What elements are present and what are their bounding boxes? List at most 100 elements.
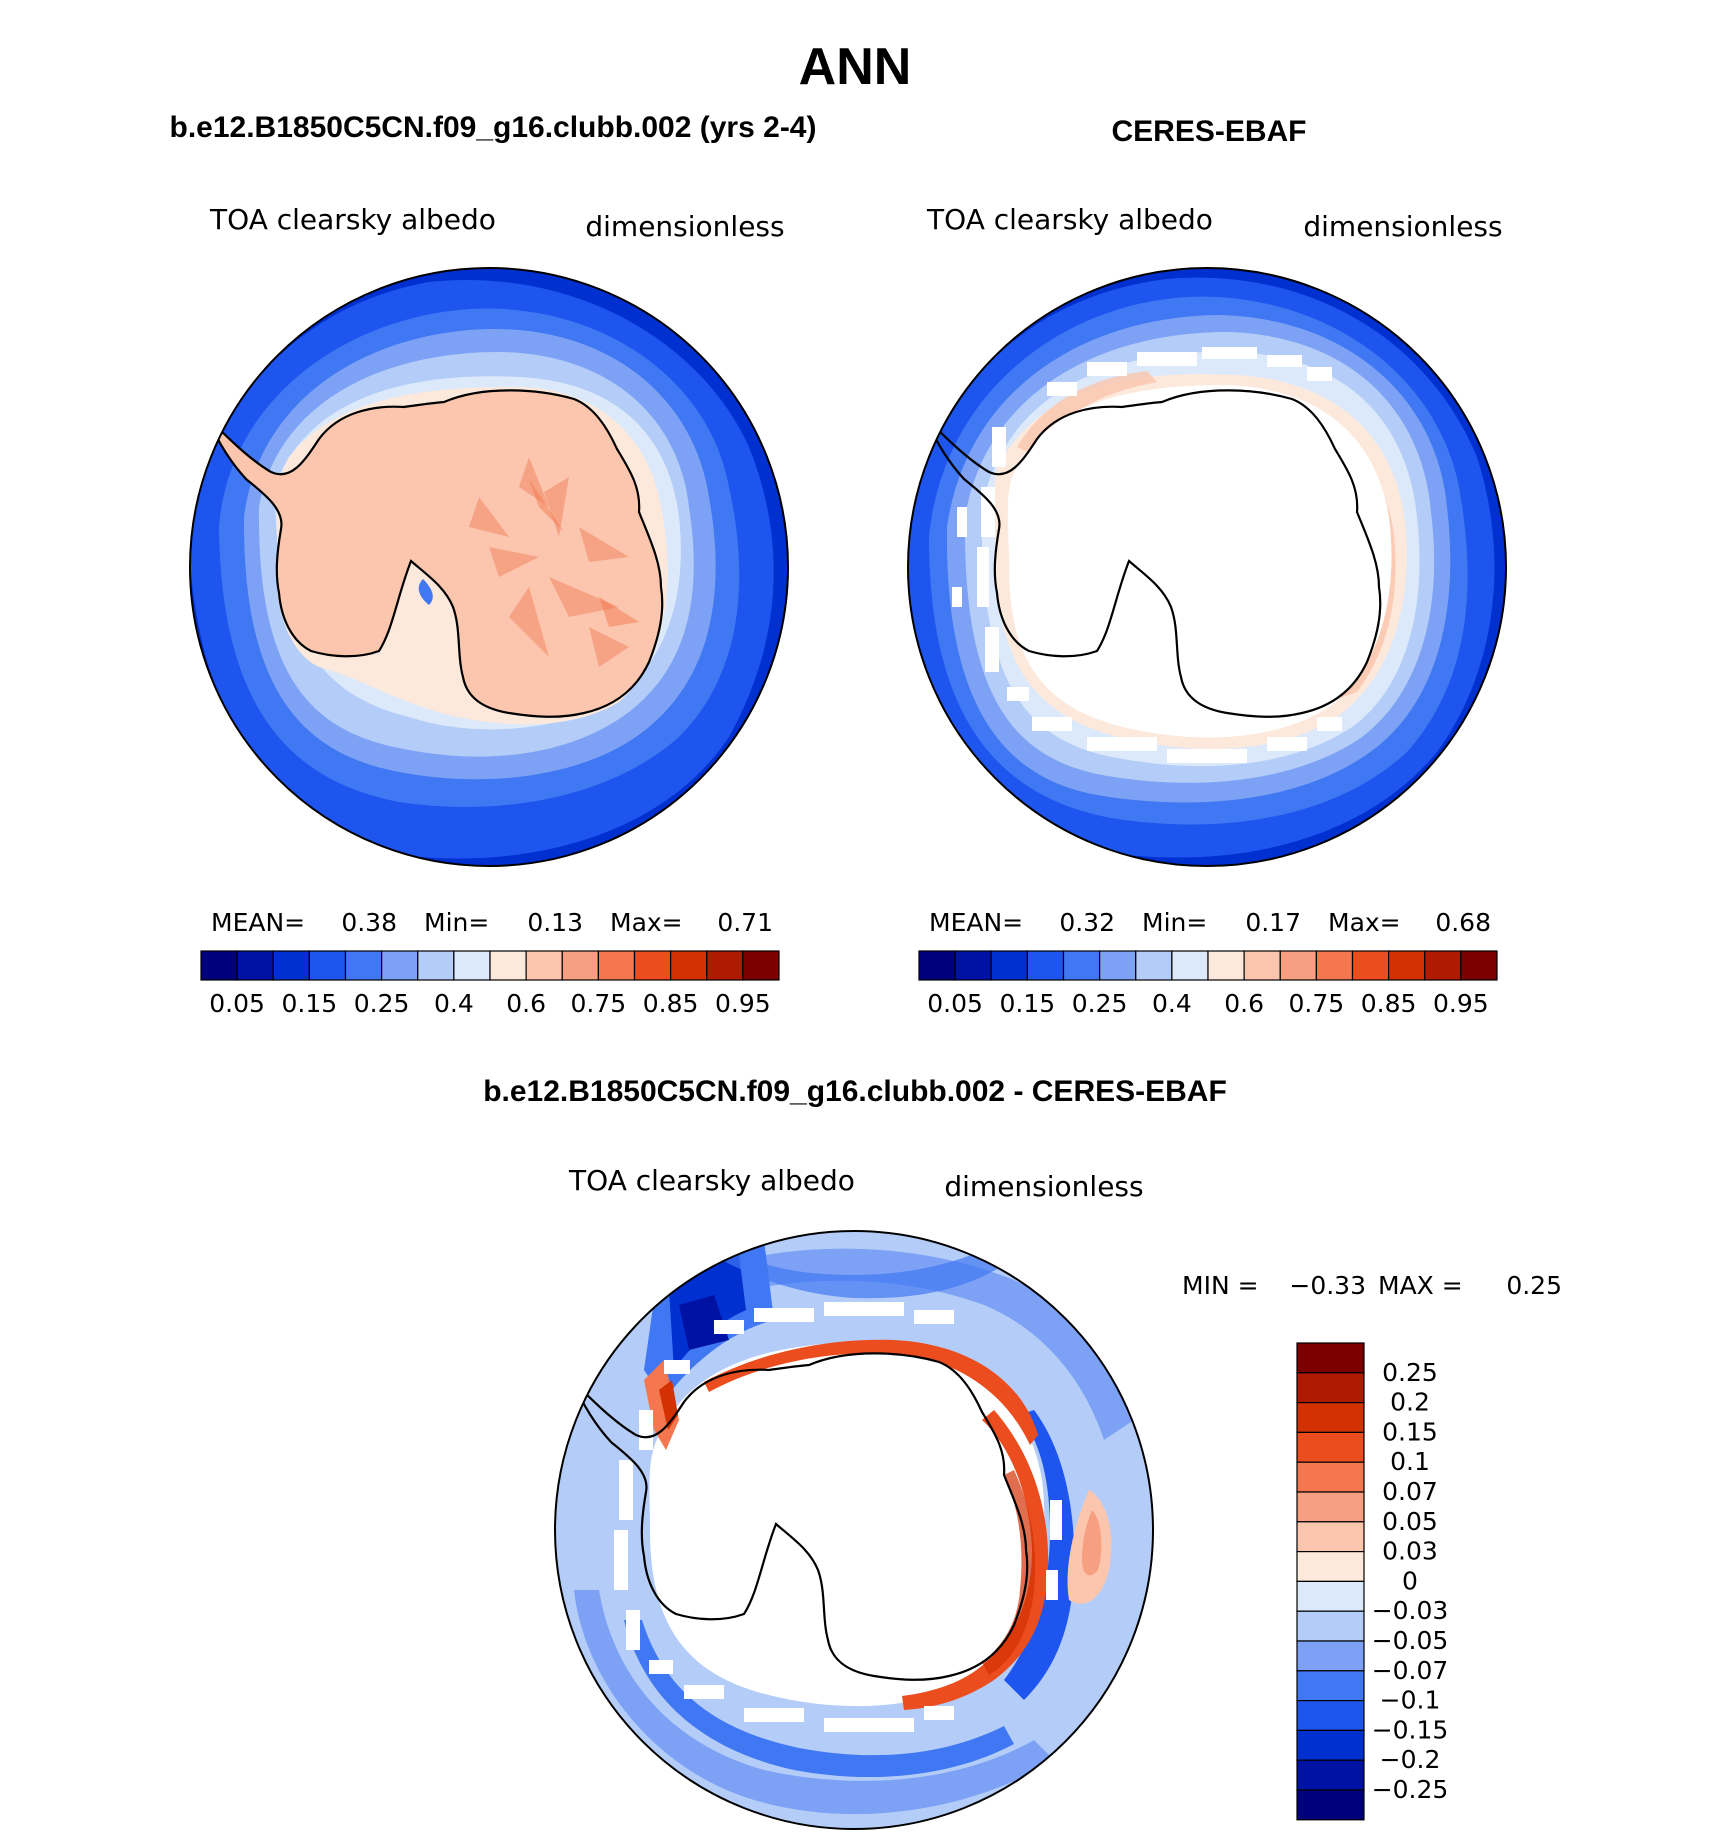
diff-colorbar-swatch — [1296, 1729, 1365, 1761]
model-colorbar-swatch — [706, 950, 744, 981]
diff-colorbar-tick-label: −0.15 — [1372, 1715, 1449, 1744]
diff-colorbar-swatch — [1296, 1550, 1365, 1582]
obs-colorbar-tick-label: 0.85 — [1361, 989, 1417, 1018]
model-colorbar-swatch — [200, 950, 238, 981]
diff-colorbar-swatch — [1296, 1401, 1365, 1433]
diff-colorbar-tick-label: 0.25 — [1382, 1358, 1438, 1387]
obs-colorbar-swatch — [1207, 950, 1245, 981]
diff-min-value: −0.33 — [1289, 1271, 1366, 1300]
obs-colorbar-swatch — [1135, 950, 1173, 981]
obs-max-label: Max= — [1328, 908, 1401, 937]
obs-units-label: dimensionless — [1303, 210, 1502, 243]
diff-colorbar-tick-label: 0.2 — [1390, 1388, 1430, 1417]
diff-colorbar-tick-label: −0.1 — [1380, 1686, 1441, 1715]
obs-colorbar-swatch — [954, 950, 992, 981]
diff-colorbar-swatch — [1296, 1670, 1365, 1702]
model-polar-map — [189, 267, 789, 867]
diff-polar-map — [554, 1230, 1154, 1830]
model-colorbar-tick-label: 0.6 — [506, 989, 546, 1018]
model-colorbar-swatch — [597, 950, 636, 981]
diff-colorbar: 0.250.20.150.10.070.050.030−0.03−0.05−0.… — [1296, 1342, 1449, 1821]
model-max-value: 0.71 — [717, 908, 773, 937]
obs-colorbar-tick-label: 0.95 — [1433, 989, 1489, 1018]
obs-max-value: 0.68 — [1435, 908, 1491, 937]
obs-colorbar-tick-label: 0.4 — [1152, 989, 1192, 1018]
diff-colorbar-swatch — [1296, 1372, 1365, 1404]
model-colorbar-swatch — [272, 950, 310, 981]
diff-colorbar-tick-label: −0.07 — [1372, 1656, 1449, 1685]
model-colorbar-swatch — [742, 950, 780, 981]
obs-colorbar-tick-label: 0.15 — [1000, 989, 1056, 1018]
diff-colorbar-tick-label: −0.03 — [1372, 1596, 1449, 1625]
obs-variable-label: TOA clearsky albedo — [926, 203, 1213, 236]
diff-colorbar-tick-label: 0 — [1402, 1566, 1418, 1595]
obs-min-label: Min= — [1142, 908, 1207, 937]
diff-colorbar-tick-label: 0.03 — [1382, 1537, 1438, 1566]
diff-colorbar-tick-label: −0.05 — [1372, 1626, 1449, 1655]
model-colorbar-tick-label: 0.75 — [571, 989, 627, 1018]
model-colorbar-swatch — [236, 950, 274, 981]
model-colorbar-swatch — [453, 950, 491, 981]
diff-panel: b.e12.B1850C5CN.f09_g16.clubb.002 - CERE… — [483, 1075, 1562, 1830]
obs-stats: MEAN= 0.32 Min= 0.17 Max= 0.68 — [929, 908, 1491, 937]
obs-colorbar-tick-label: 0.05 — [927, 989, 983, 1018]
diff-colorbar-swatch — [1296, 1521, 1365, 1553]
model-stats: MEAN= 0.38 Min= 0.13 Max= 0.71 — [211, 908, 773, 937]
obs-colorbar-swatch — [1243, 950, 1281, 981]
model-colorbar-tick-label: 0.25 — [354, 989, 410, 1018]
model-colorbar-swatch — [633, 950, 672, 981]
diff-min-label: MIN = — [1182, 1271, 1259, 1300]
obs-panel-title: CERES-EBAF — [1111, 115, 1306, 148]
obs-mean-label: MEAN= — [929, 908, 1023, 937]
obs-colorbar-swatch — [1351, 950, 1390, 981]
model-colorbar-tick-label: 0.85 — [643, 989, 699, 1018]
model-panel-title: b.e12.B1850C5CN.f09_g16.clubb.002 (yrs 2… — [170, 111, 817, 144]
obs-min-value: 0.17 — [1245, 908, 1301, 937]
diff-colorbar-tick-label: −0.2 — [1380, 1745, 1441, 1774]
model-mean-value: 0.38 — [341, 908, 397, 937]
diff-colorbar-swatch — [1296, 1759, 1365, 1791]
obs-colorbar-tick-label: 0.25 — [1072, 989, 1128, 1018]
diff-max-label: MAX = — [1378, 1271, 1463, 1300]
obs-mean-value: 0.32 — [1059, 908, 1115, 937]
diff-colorbar-tick-label: 0.15 — [1382, 1417, 1438, 1446]
obs-colorbar: 0.05 0.15 0.25 0.4 0.6 0.75 0.85 0.95 — [918, 950, 1498, 1018]
model-colorbar: 0.05 0.15 0.25 0.4 0.6 0.75 0.85 0.95 — [200, 950, 780, 1018]
page-title: ANN — [799, 38, 912, 96]
obs-colorbar-tick-label: 0.75 — [1289, 989, 1345, 1018]
diff-colorbar-tick-label: 0.05 — [1382, 1507, 1438, 1536]
model-colorbar-swatch — [308, 950, 347, 981]
model-colorbar-swatch — [417, 950, 455, 981]
obs-colorbar-swatch — [1062, 950, 1101, 981]
model-colorbar-swatch — [525, 950, 563, 981]
model-colorbar-tick-label: 0.05 — [209, 989, 265, 1018]
model-units-label: dimensionless — [585, 210, 784, 243]
diff-colorbar-swatch — [1296, 1699, 1365, 1731]
diff-stats: MIN = −0.33 MAX = 0.25 — [1182, 1271, 1562, 1300]
diff-colorbar-swatch — [1296, 1640, 1365, 1672]
diff-colorbar-swatch — [1296, 1491, 1365, 1523]
model-variable-label: TOA clearsky albedo — [209, 203, 496, 236]
model-panel: b.e12.B1850C5CN.f09_g16.clubb.002 (yrs 2… — [170, 111, 817, 1018]
diff-colorbar-swatch — [1296, 1431, 1365, 1463]
obs-colorbar-swatch — [1279, 950, 1317, 981]
obs-panel: CERES-EBAF TOA clearsky albedo dimension… — [907, 115, 1507, 1018]
diff-colorbar-swatch — [1296, 1461, 1365, 1493]
obs-polar-map — [907, 267, 1507, 867]
model-colorbar-tick-label: 0.95 — [715, 989, 771, 1018]
diff-colorbar-swatch — [1296, 1789, 1365, 1821]
obs-colorbar-swatch — [1388, 950, 1426, 981]
obs-colorbar-swatch — [918, 950, 956, 981]
obs-colorbar-swatch — [1171, 950, 1209, 981]
diff-colorbar-swatch — [1296, 1342, 1365, 1374]
obs-colorbar-swatch — [1026, 950, 1065, 981]
model-mean-label: MEAN= — [211, 908, 305, 937]
diff-panel-title: b.e12.B1850C5CN.f09_g16.clubb.002 - CERE… — [483, 1075, 1227, 1108]
model-colorbar-swatch — [670, 950, 708, 981]
diff-colorbar-tick-label: 0.1 — [1390, 1447, 1430, 1476]
obs-colorbar-tick-label: 0.6 — [1224, 989, 1264, 1018]
model-min-label: Min= — [424, 908, 489, 937]
model-min-value: 0.13 — [527, 908, 583, 937]
model-colorbar-swatch — [489, 950, 527, 981]
model-colorbar-tick-label: 0.15 — [282, 989, 338, 1018]
